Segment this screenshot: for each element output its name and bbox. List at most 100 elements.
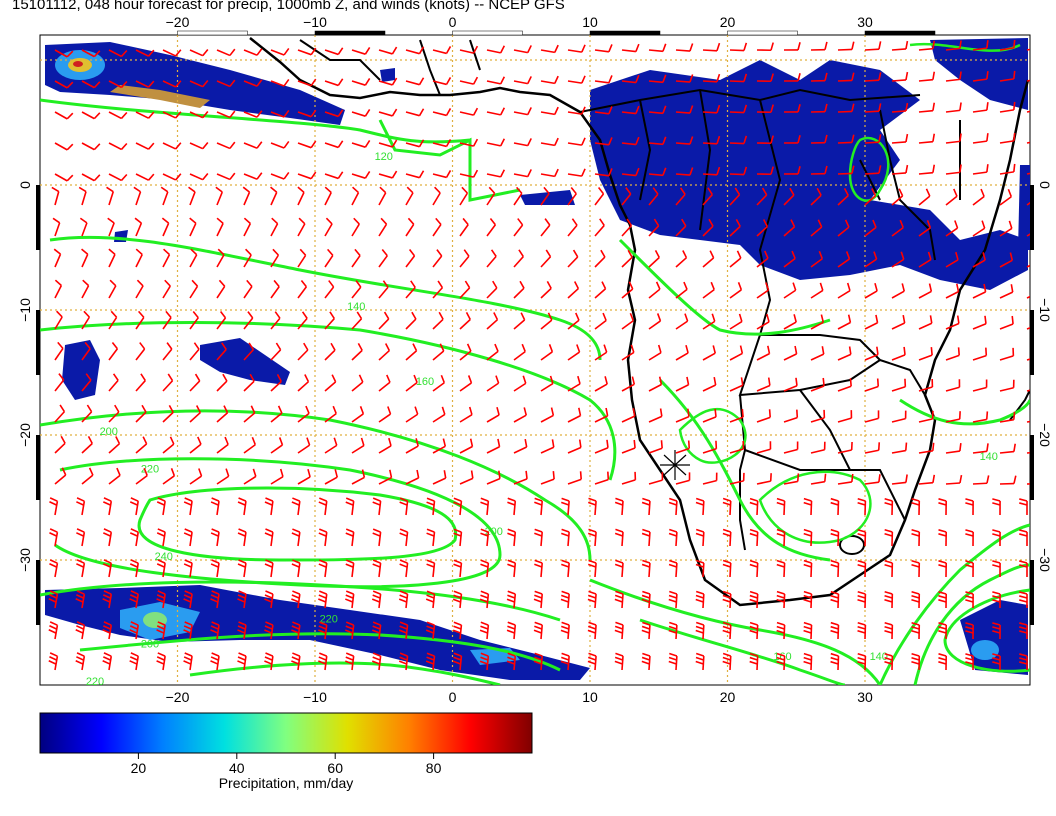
wind-barb (972, 220, 986, 237)
wind-barb (945, 164, 962, 175)
wind-barb (345, 559, 355, 578)
wind-barb (803, 621, 813, 640)
wind-barb (702, 472, 718, 485)
wind-barb (587, 528, 597, 547)
wind-barb (459, 186, 469, 206)
wind-barb (621, 218, 633, 237)
contour-label: 220 (86, 676, 104, 688)
wind-barb (81, 49, 101, 58)
wind-barb (918, 378, 934, 392)
wind-barb (587, 559, 597, 578)
wind-barb (938, 498, 948, 516)
wind-barb (1026, 327, 1030, 330)
lon-tick-label-top: −20 (166, 14, 190, 30)
wind-barb (1026, 110, 1030, 113)
wind-barb (351, 78, 371, 86)
wind-barb (756, 104, 774, 114)
wind-barb (945, 251, 959, 268)
colorbar-tick-label: 80 (426, 760, 442, 776)
wind-barb (864, 165, 882, 175)
wind-barb (621, 281, 634, 299)
wind-barb (129, 652, 139, 671)
colorbar-tick-label: 60 (327, 760, 343, 776)
wind-barb (864, 72, 882, 82)
wind-barb (864, 410, 880, 423)
wind-barb (891, 378, 907, 392)
wind-barb (243, 248, 252, 268)
wind-barb (459, 76, 479, 85)
lat-tick-label-left: −30 (17, 548, 33, 572)
wind-barb (480, 559, 490, 578)
wind-barb (108, 279, 117, 299)
wind-barb (783, 73, 801, 82)
frame-tick-segment (1030, 560, 1034, 625)
wind-barb (884, 559, 894, 578)
contour-line (40, 321, 617, 481)
wind-barb (972, 379, 988, 392)
wind-barb (291, 559, 301, 578)
wind-barb (486, 169, 506, 178)
wind-barb (133, 186, 142, 206)
wind-barb (695, 590, 705, 609)
wind-barb (513, 249, 524, 268)
contour-label: 140 (375, 701, 393, 713)
wind-barb (351, 217, 360, 237)
wind-barb (297, 437, 311, 454)
wind-barb (864, 134, 882, 144)
wind-barb (351, 437, 365, 454)
wind-barb (810, 346, 825, 361)
contour-line (40, 98, 521, 202)
wind-barb (891, 314, 906, 330)
wind-barb (911, 622, 921, 640)
colorbar-tick-label: 20 (131, 760, 147, 776)
wind-barb (810, 377, 825, 392)
wind-barb (81, 373, 92, 392)
wind-barb (372, 497, 382, 516)
wind-barb (398, 652, 409, 671)
wind-barb (270, 311, 281, 330)
wind-barb (918, 283, 933, 299)
wind-barb (810, 219, 823, 237)
wind-barb (837, 473, 854, 485)
contour-label: 160 (773, 651, 791, 663)
wind-barb (614, 590, 624, 609)
wind-barb (945, 443, 962, 454)
wind-barb (513, 186, 523, 206)
wind-barb (534, 559, 544, 578)
wind-barb (722, 497, 732, 516)
wind-barb (324, 186, 332, 206)
wind-barb (675, 376, 690, 392)
wind-barb (264, 621, 274, 640)
wind-barb (459, 438, 474, 454)
wind-barb (54, 435, 66, 454)
wind-barb (729, 409, 744, 423)
wind-barb (641, 652, 651, 671)
wind-barb (270, 374, 282, 392)
wind-barb (729, 218, 741, 237)
wind-barb (291, 497, 301, 516)
wind-barb (972, 347, 988, 361)
wind-barb (918, 315, 933, 330)
wind-barb (513, 470, 528, 485)
wind-barb (513, 218, 524, 237)
wind-barb (594, 75, 613, 84)
wind-barb (945, 102, 962, 113)
wind-barb (405, 108, 425, 117)
wind-barb (864, 346, 879, 361)
wind-barb (297, 469, 311, 485)
wind-barb (837, 346, 852, 361)
wind-barb (398, 590, 409, 609)
wind-barb (533, 652, 544, 671)
wind-barb (270, 437, 284, 454)
wind-barb (803, 528, 813, 547)
wind-barb (486, 438, 501, 454)
wind-barb (567, 75, 586, 84)
wind-barb (264, 528, 274, 547)
wind-barb (567, 218, 578, 237)
lat-tick-label-right: −20 (1037, 423, 1053, 447)
wind-barb (695, 528, 705, 547)
wind-barb (540, 218, 551, 237)
wind-barb (594, 407, 609, 423)
wind-barb (81, 310, 91, 330)
wind-barb (729, 377, 744, 392)
